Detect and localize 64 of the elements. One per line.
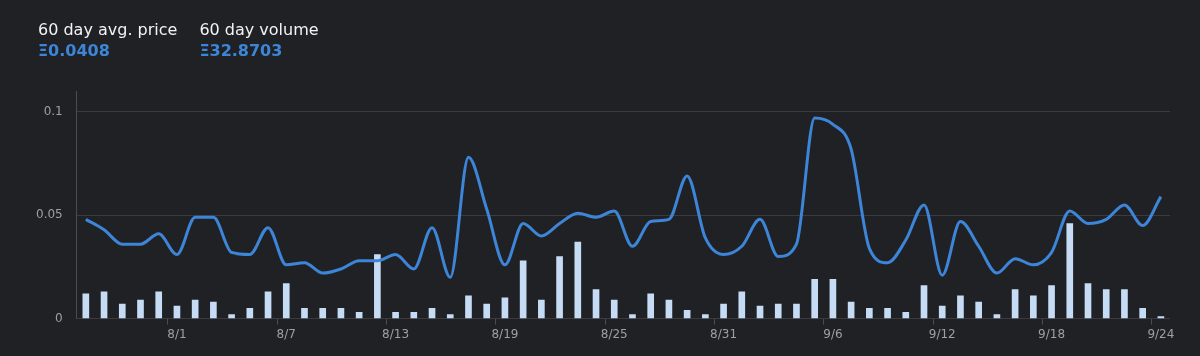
bar	[884, 307, 891, 319]
bar	[702, 314, 709, 319]
bar	[629, 314, 636, 319]
x-tick-label: 8/25	[600, 326, 628, 341]
bar	[793, 303, 800, 319]
bar	[1102, 289, 1110, 319]
bar	[1011, 289, 1019, 319]
bar	[938, 305, 946, 319]
x-tick-label: 8/13	[382, 326, 410, 341]
bar	[519, 260, 527, 319]
text: Ξ0.0408	[38, 41, 111, 60]
text: Ξ32.8703	[199, 41, 284, 60]
text: 60 day avg. price	[38, 20, 178, 39]
bar	[811, 278, 819, 319]
text: 60 day volume	[199, 20, 319, 39]
bar	[920, 285, 928, 319]
bar	[720, 303, 727, 319]
y-tick-label: 0.1	[43, 104, 63, 118]
bar	[374, 254, 381, 319]
bar	[246, 307, 254, 319]
bar	[319, 307, 327, 319]
x-tick-label: 9/12	[928, 326, 956, 341]
bar	[100, 291, 108, 319]
line-series	[84, 116, 1163, 279]
bar	[282, 283, 290, 319]
x-tick-label: 9/24	[1147, 326, 1175, 341]
bar	[738, 291, 746, 319]
bar	[301, 307, 308, 319]
bar	[465, 295, 472, 319]
x-tick-label: 8/1	[167, 326, 187, 341]
bar	[137, 299, 144, 319]
bar	[975, 301, 983, 319]
y-tick-label: 0	[55, 310, 63, 325]
x-tick-label: 9/6	[823, 326, 843, 341]
bar	[392, 312, 399, 319]
bar	[556, 256, 563, 319]
bar	[866, 307, 873, 319]
x-tick-label: 8/19	[491, 326, 519, 341]
x-tick-label: 8/7	[276, 326, 296, 341]
bar	[647, 293, 655, 319]
x-tick-label: 8/31	[710, 326, 738, 341]
bar	[410, 312, 418, 319]
bar	[210, 301, 217, 319]
bar	[957, 295, 964, 319]
bar	[155, 291, 163, 319]
bar	[538, 299, 545, 319]
y-tick-label: 0.05	[36, 207, 63, 222]
bar	[574, 241, 582, 319]
bar	[1139, 307, 1146, 319]
bar	[82, 293, 90, 319]
bar	[264, 291, 272, 319]
bar	[1030, 295, 1037, 319]
bar	[118, 303, 126, 319]
bar	[902, 312, 910, 319]
bar	[1121, 289, 1128, 319]
bar	[228, 314, 235, 319]
x-tick-label: 9/18	[1038, 326, 1066, 341]
bar	[1066, 223, 1074, 319]
bar	[483, 303, 491, 319]
bar	[610, 299, 618, 319]
bar	[446, 314, 454, 319]
bar	[592, 289, 600, 319]
bar	[774, 303, 782, 319]
bar	[1048, 285, 1055, 319]
